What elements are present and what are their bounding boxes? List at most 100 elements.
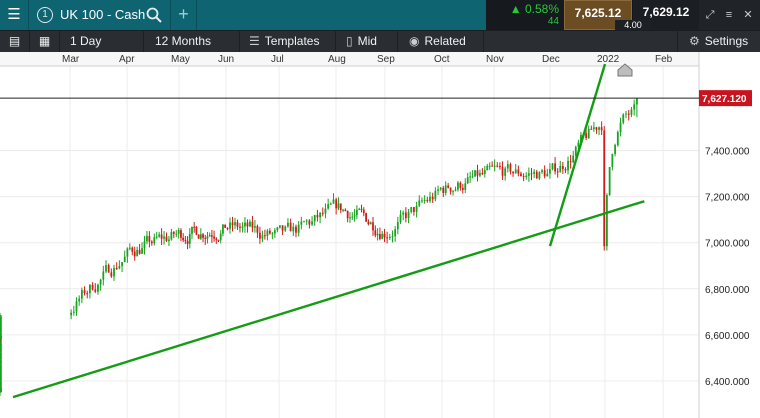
candle-body [358, 208, 361, 210]
candle-body [590, 128, 593, 130]
candle-body [369, 222, 372, 225]
candle-body [577, 142, 580, 147]
candle-body [569, 160, 572, 163]
candle-body [284, 226, 287, 231]
candle-body [474, 170, 476, 177]
candle-body [263, 235, 266, 237]
price-change: ▲ 0.58% 44 [486, 0, 564, 30]
candle-body [381, 233, 384, 239]
candle-body [464, 183, 467, 190]
candle-body [383, 233, 386, 238]
candle-body [388, 236, 391, 239]
candle-body [327, 204, 330, 209]
interval-selector[interactable]: 1 Day [60, 31, 144, 52]
candle-body [452, 190, 454, 192]
related-button[interactable]: ◉ Related [398, 31, 484, 52]
candle-body [131, 247, 134, 252]
candle-body [146, 235, 148, 242]
candle-body [391, 236, 394, 238]
candle-body [126, 248, 129, 257]
candle-body [362, 209, 365, 214]
candle-body [241, 226, 244, 228]
x-tick-label: Jul [271, 54, 284, 65]
candle-body [611, 154, 614, 168]
add-instrument-button[interactable]: + [170, 0, 196, 30]
instrument-selector[interactable]: 1 UK 100 - Cash [28, 0, 170, 30]
candle-body [172, 232, 175, 234]
candle-body [429, 196, 431, 202]
candle-body [143, 241, 146, 249]
settings-button[interactable]: ⚙ Settings [677, 31, 760, 52]
price-type-selector[interactable]: ▯ Mid [336, 31, 398, 52]
x-tick-label: Jun [218, 54, 234, 65]
candle-body [276, 227, 279, 231]
grid-icon[interactable]: ▦ [30, 31, 60, 52]
current-price-label: 7,627.120 [702, 94, 747, 105]
candle-body [308, 220, 311, 225]
candle-body [303, 221, 305, 223]
candle-body [461, 187, 464, 190]
candle-body [72, 311, 75, 313]
close-icon[interactable]: ✕ [743, 9, 753, 21]
candle-body [0, 344, 2, 346]
candle-body [121, 262, 123, 267]
price-chart[interactable]: Mar Apr May Jun Jul Aug Sep Oct Nov Dec 2022 Feb 6,4… [0, 52, 760, 418]
x-tick-label: Oct [434, 54, 450, 65]
candle-body [163, 236, 165, 239]
candle-body [574, 146, 577, 156]
range-selector[interactable]: 12 Months [144, 31, 240, 52]
candle-body [483, 170, 486, 174]
candle-body [572, 155, 575, 163]
search-icon[interactable] [145, 6, 163, 24]
related-label: Related [424, 34, 466, 48]
candle-body [202, 234, 204, 238]
candle-body [0, 364, 2, 371]
templates-label: Templates [264, 34, 320, 48]
candle-body [118, 266, 121, 269]
candle-body [627, 113, 630, 115]
candle-body [170, 232, 173, 240]
candle-body [0, 391, 2, 393]
instrument-number-badge: 1 [37, 7, 53, 23]
candle-body [501, 166, 504, 176]
x-tick-label: Mar [62, 54, 80, 65]
candle-body [197, 234, 200, 239]
layout-icon[interactable]: ▤ [0, 31, 30, 52]
candle-body [229, 222, 231, 229]
candle-body [541, 170, 543, 173]
candle-body [342, 209, 344, 211]
candle-body [496, 165, 499, 167]
candlestick-chart[interactable]: Mar Apr May Jun Jul Aug Sep Oct Nov Dec 2022 Feb 6,4… [0, 52, 760, 418]
candle-body [636, 98, 638, 105]
candle-body [444, 185, 447, 193]
candle-body [344, 209, 347, 211]
candle-body [115, 267, 118, 269]
candle-body [219, 233, 222, 241]
candle-body [91, 284, 94, 290]
collapse-icon[interactable]: ≡ [725, 9, 733, 21]
candle-body [457, 182, 459, 190]
buy-price-button[interactable]: 7,629.12 [633, 0, 699, 30]
candle-body [128, 247, 131, 249]
candle-body [499, 165, 501, 167]
candle-body [410, 207, 413, 212]
change-points: 44 [547, 16, 559, 27]
candle-body [89, 284, 91, 294]
candle-body [292, 226, 295, 232]
candle-body [199, 234, 202, 239]
candle-body [83, 290, 86, 294]
templates-button[interactable]: ☰ Templates [240, 31, 336, 52]
price-type-label: Mid [357, 34, 377, 48]
chart-toolbar: ▤ ▦ 1 Day 12 Months ☰ Templates ▯ Mid ◉ Rel… [0, 30, 760, 52]
candle-body [491, 165, 494, 167]
candle-body [259, 232, 261, 239]
candle-body [512, 171, 514, 174]
today-marker-icon [617, 63, 633, 77]
candle-body [110, 272, 113, 277]
share-icon[interactable]: ⤢ [705, 9, 715, 21]
candle-body [616, 131, 619, 146]
menu-icon[interactable]: ☰ [0, 0, 28, 30]
candle-body [86, 293, 89, 295]
candle-body [360, 208, 363, 210]
candle-body [426, 199, 429, 202]
